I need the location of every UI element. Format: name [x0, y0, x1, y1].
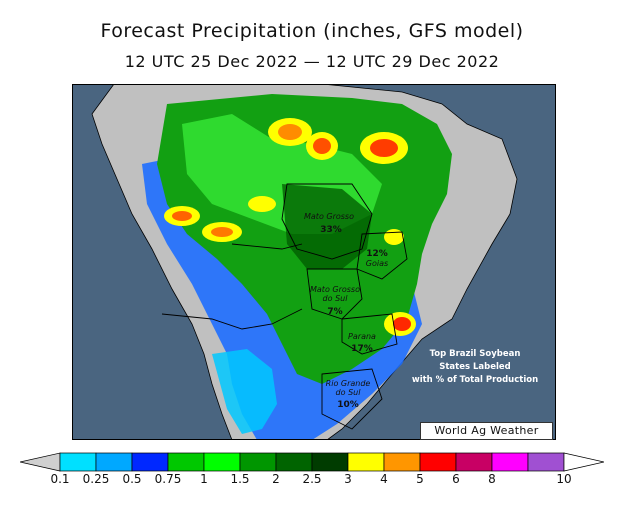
border-country — [161, 243, 303, 330]
scale-swatch-0_75 — [167, 452, 205, 472]
scale-swatch-8 — [491, 452, 529, 472]
label-goias: Goias — [366, 259, 388, 268]
scale-swatch-2_5 — [311, 452, 349, 472]
pct-parana: 17% — [351, 344, 373, 354]
note-line-2: States Labeled — [439, 362, 511, 372]
border-mato-grosso — [281, 183, 373, 260]
scale-tick-label: 2 — [272, 472, 280, 486]
scale-arrow-high — [563, 452, 604, 472]
color-scale-ticks: 0.1 0.25 0.5 0.75 1 1.5 2 2.5 3 4 5 6 8 10 — [0, 472, 624, 490]
map-frame — [72, 84, 556, 440]
scale-swatch-4 — [383, 452, 421, 472]
state-borders — [161, 183, 408, 430]
scale-swatch-0_5 — [131, 452, 169, 472]
map-title: Forecast Precipitation (inches, GFS mode… — [100, 20, 524, 42]
scale-tick-label: 0.5 — [122, 472, 142, 486]
label-rio-grande-do-sul-1: Rio Grande — [326, 379, 371, 388]
scale-swatch-1 — [203, 452, 241, 472]
scale-tick-label: 5 — [416, 472, 424, 486]
scale-swatch-0_1 — [59, 452, 97, 472]
border-goias — [356, 231, 408, 280]
scale-swatch-2 — [275, 452, 313, 472]
scale-tick-label: 6 — [452, 472, 460, 486]
credit-label: World Ag Weather — [420, 422, 553, 440]
pct-mato-grosso: 33% — [320, 225, 342, 235]
production-note: Top Brazil Soybean States Labeled with %… — [412, 349, 538, 385]
border-mato-grosso-do-sul — [306, 268, 363, 320]
scale-swatch-10 — [527, 452, 565, 472]
scale-tick-label: 10 — [556, 472, 572, 486]
scale-tick-label: 1.5 — [230, 472, 250, 486]
border-rio-grande-do-sul — [321, 368, 383, 430]
map-subtitle: 12 UTC 25 Dec 2022 — 12 UTC 29 Dec 2022 — [124, 52, 500, 71]
scale-tick-label: 4 — [380, 472, 388, 486]
pct-mato-grosso-do-sul: 7% — [327, 307, 342, 317]
scale-tick-label: 2.5 — [302, 472, 322, 486]
label-mato-grosso-do-sul-2: do Sul — [323, 294, 349, 303]
color-scale-bar — [20, 452, 604, 472]
label-mato-grosso-do-sul-1: Mato Grosso — [310, 285, 360, 294]
scale-tick-label: 1 — [200, 472, 208, 486]
scale-tick-label: 0.25 — [82, 472, 110, 486]
scale-arrow-low — [20, 452, 61, 472]
scale-swatch-5 — [419, 452, 457, 472]
scale-swatch-6 — [455, 452, 493, 472]
pct-rio-grande-do-sul: 10% — [337, 400, 359, 410]
label-parana: Parana — [348, 332, 376, 341]
rain-dark-green — [282, 184, 372, 269]
state-labels: Mato Grosso 33% 12% Goias Mato Grosso do… — [304, 212, 388, 410]
precipitation-map: Mato Grosso 33% 12% Goias Mato Grosso do… — [72, 84, 556, 440]
border-parana — [341, 313, 398, 355]
scale-tick-label: 8 — [488, 472, 496, 486]
label-rio-grande-do-sul-2: do Sul — [336, 388, 362, 397]
pct-goias: 12% — [366, 249, 388, 259]
scale-tick-label: 0.1 — [50, 472, 70, 486]
label-mato-grosso: Mato Grosso — [304, 212, 354, 221]
heavy-rain-cores — [164, 118, 416, 336]
scale-swatch-3 — [347, 452, 385, 472]
scale-swatch-0_25 — [95, 452, 133, 472]
note-line-1: Top Brazil Soybean — [430, 349, 521, 359]
scale-tick-label: 3 — [344, 472, 352, 486]
scale-tick-label: 0.75 — [154, 472, 182, 486]
scale-swatch-1_5 — [239, 452, 277, 472]
rain-cyan-patch — [212, 349, 277, 434]
note-line-3: with % of Total Production — [412, 375, 538, 385]
